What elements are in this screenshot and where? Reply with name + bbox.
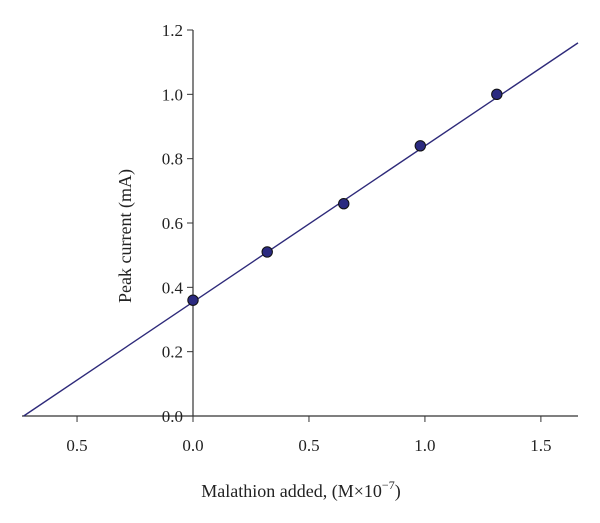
data-point bbox=[338, 198, 350, 210]
x-tick-label: 1.0 bbox=[414, 436, 435, 455]
data-points bbox=[187, 88, 503, 306]
data-point bbox=[261, 246, 273, 258]
x-tick-label: 1.5 bbox=[530, 436, 551, 455]
tick-labels: 0.0 0.2 0.4 0.6 0.8 1.0 1.2 0.5 0.0 0.5 1.0 1.5 bbox=[66, 21, 551, 455]
x-axis-title-exponent: −7 bbox=[382, 478, 395, 492]
y-tick-label: 0.8 bbox=[162, 150, 183, 169]
x-tick-label: 0.0 bbox=[182, 436, 203, 455]
tick-marks bbox=[76, 29, 542, 422]
x-axis-title-close: ) bbox=[395, 481, 401, 502]
y-axis-title: Peak current (mA) bbox=[115, 169, 136, 303]
x-tick-label: 0.5 bbox=[66, 436, 87, 455]
data-point bbox=[491, 88, 503, 101]
data-point bbox=[414, 140, 426, 152]
y-tick-label: 0.0 bbox=[162, 407, 183, 426]
y-tick-label: 1.0 bbox=[162, 85, 183, 104]
y-tick-label: 0.6 bbox=[162, 214, 183, 233]
y-tick-label: 1.2 bbox=[162, 21, 183, 40]
x-axis-title: Malathion added, (M×10−7) bbox=[201, 478, 400, 502]
y-tick-label: 0.4 bbox=[162, 278, 184, 297]
data-point bbox=[187, 294, 199, 306]
axes bbox=[22, 30, 578, 417]
regression-line bbox=[23, 42, 579, 417]
y-tick-label: 0.2 bbox=[162, 343, 183, 362]
x-tick-label: 0.5 bbox=[298, 436, 319, 455]
x-axis-title-main: Malathion added, (M×10 bbox=[201, 481, 382, 502]
